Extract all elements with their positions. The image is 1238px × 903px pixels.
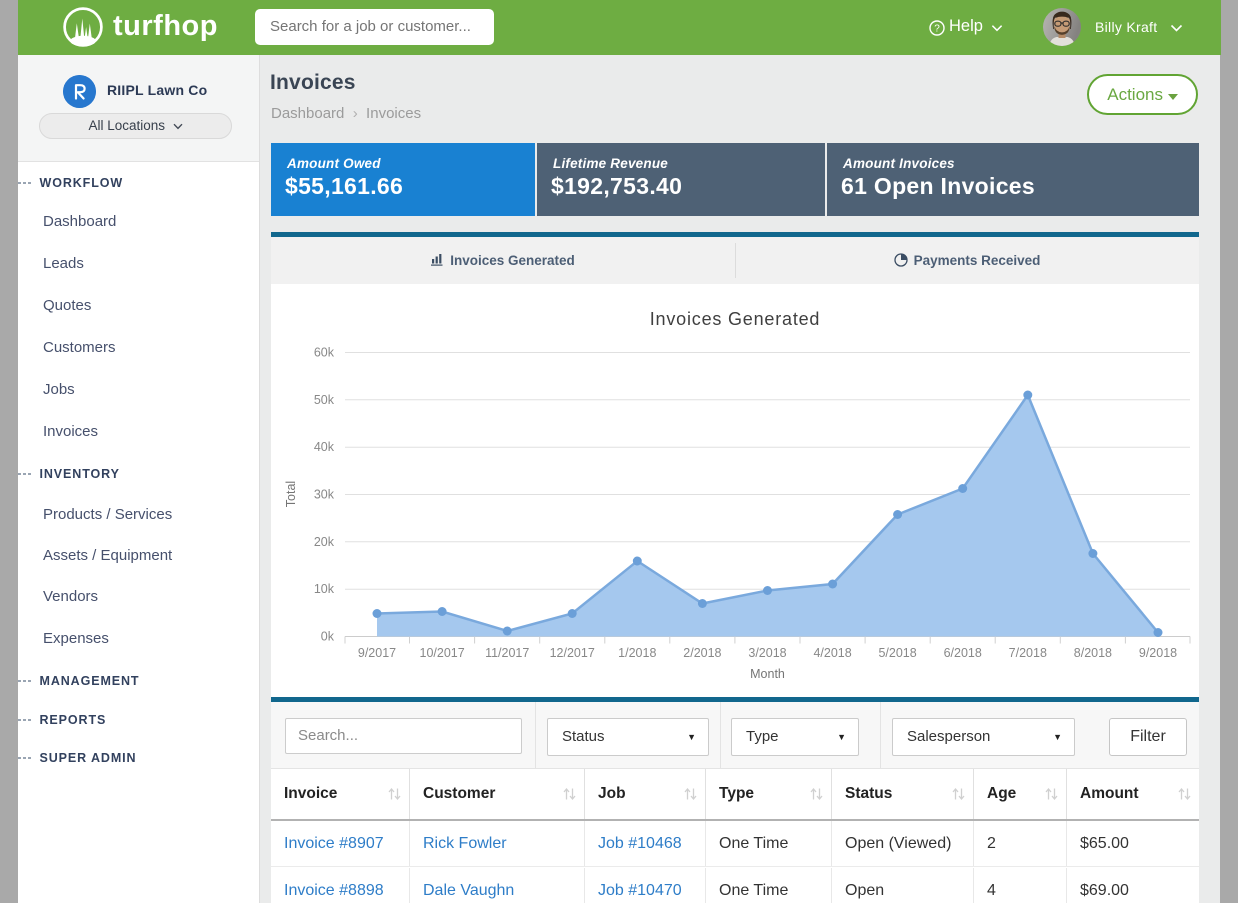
svg-text:9/2018: 9/2018 [1139, 646, 1177, 660]
svg-text:12/2017: 12/2017 [550, 646, 595, 660]
svg-text:9/2017: 9/2017 [358, 646, 396, 660]
svg-text:7/2018: 7/2018 [1009, 646, 1047, 660]
svg-text:11/2017: 11/2017 [485, 646, 529, 660]
svg-text:0k: 0k [321, 630, 335, 644]
svg-text:10/2017: 10/2017 [420, 646, 465, 660]
svg-text:6/2018: 6/2018 [944, 646, 982, 660]
svg-text:20k: 20k [314, 535, 335, 549]
svg-text:4/2018: 4/2018 [813, 646, 851, 660]
svg-text:Invoices Generated: Invoices Generated [650, 309, 821, 329]
svg-text:3/2018: 3/2018 [748, 646, 786, 660]
svg-text:2/2018: 2/2018 [683, 646, 721, 660]
svg-text:Month: Month [750, 667, 785, 681]
svg-text:?: ? [934, 24, 940, 35]
svg-text:1/2018: 1/2018 [618, 646, 656, 660]
svg-text:Total: Total [284, 481, 298, 507]
svg-text:60k: 60k [314, 346, 335, 360]
svg-text:8/2018: 8/2018 [1074, 646, 1112, 660]
svg-text:50k: 50k [314, 393, 335, 407]
svg-text:40k: 40k [314, 440, 335, 454]
svg-text:30k: 30k [314, 488, 335, 502]
svg-text:10k: 10k [314, 582, 335, 596]
svg-text:5/2018: 5/2018 [878, 646, 916, 660]
